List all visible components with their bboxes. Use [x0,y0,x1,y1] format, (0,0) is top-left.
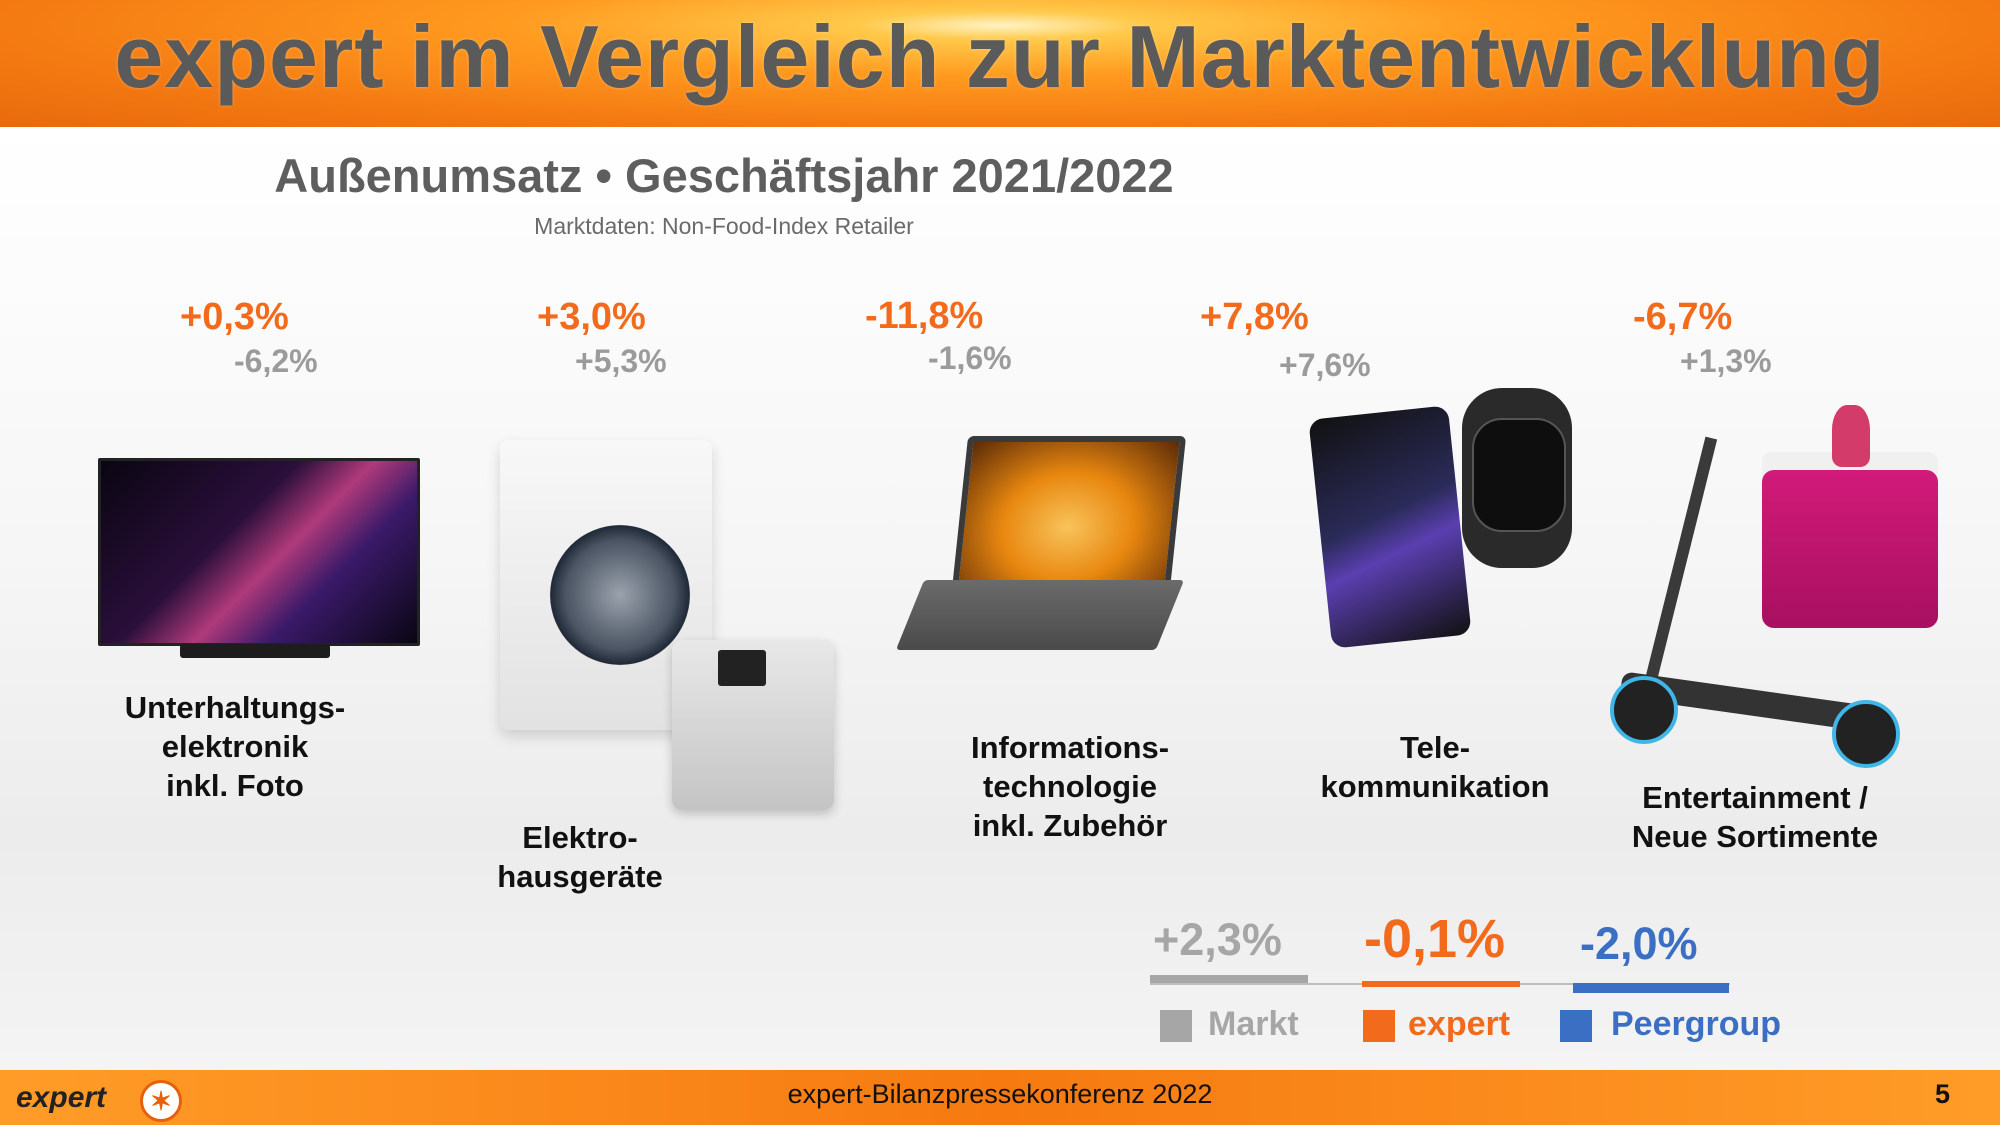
footer-bar [0,1070,2000,1125]
laptop-keyboard-image [895,580,1185,650]
scooter-front-wheel [1610,676,1678,744]
footer-event-text: expert-Bilanzpressekonferenz 2022 [787,1079,1213,1109]
washing-machine-door [550,525,690,665]
smartwatch-face [1472,418,1566,532]
summary-expert-bar [1362,981,1520,987]
market-change-ehg: +5,3% [575,343,667,379]
tonie-figure-image [1832,405,1870,467]
market-change-tk: +7,6% [1279,347,1371,383]
market-change-it: -1,6% [928,340,1012,376]
data-source-note: Marktdaten: Non-Food-Index Retailer [534,213,914,239]
slide-title: expert im Vergleich zur Marktentwicklung [114,7,1886,106]
expert-change-it: -11,8% [865,295,984,337]
legend-peergroup-label: Peergroup [1611,1005,1782,1043]
expert-logo-icon: ✶ [140,1080,182,1122]
laptop-screen-image [951,436,1187,590]
expert-logo-text: expert [16,1081,107,1114]
coffee-machine-display [718,650,766,686]
legend-expert-swatch [1363,1010,1395,1042]
category-label-it: Informations- technologie inkl. Zubehör [970,730,1170,843]
summary-peergroup-value: -2,0% [1580,918,1698,969]
page-number: 5 [1935,1079,1951,1109]
summary-expert-value: -0,1% [1364,909,1506,969]
legend-market-swatch [1160,1010,1192,1042]
summary-market-bar [1150,975,1308,983]
legend-market-label: Markt [1208,1005,1299,1043]
tv-image [98,458,420,646]
category-label-tk: Tele- kommunikation [1320,730,1550,804]
scooter-rear-wheel [1832,700,1900,768]
expert-change-tk: +7,8% [1200,296,1309,338]
category-label-ue: Unterhaltungs- elektronik inkl. Foto [124,690,346,803]
category-label-ehg: Elektro- hausgeräte [497,820,663,894]
legend-expert-label: expert [1408,1005,1511,1043]
expert-change-ent: -6,7% [1633,296,1733,338]
expert-change-ue: +0,3% [180,296,289,338]
smartphone-image [1308,405,1472,649]
market-change-ue: -6,2% [234,343,318,379]
expert-change-ehg: +3,0% [537,296,646,338]
tv-stand-image [180,644,330,658]
summary-market-value: +2,3% [1153,914,1282,965]
market-change-ent: +1,3% [1680,343,1772,379]
header-banner [0,0,2000,127]
summary-peergroup-bar [1573,983,1729,993]
legend-peergroup-swatch [1560,1010,1592,1042]
toniebox-image [1762,470,1938,628]
slide-subtitle: Außenumsatz • Geschäftsjahr 2021/2022 [274,149,1174,202]
category-label-ent: Entertainment / Neue Sortimente [1631,780,1879,854]
